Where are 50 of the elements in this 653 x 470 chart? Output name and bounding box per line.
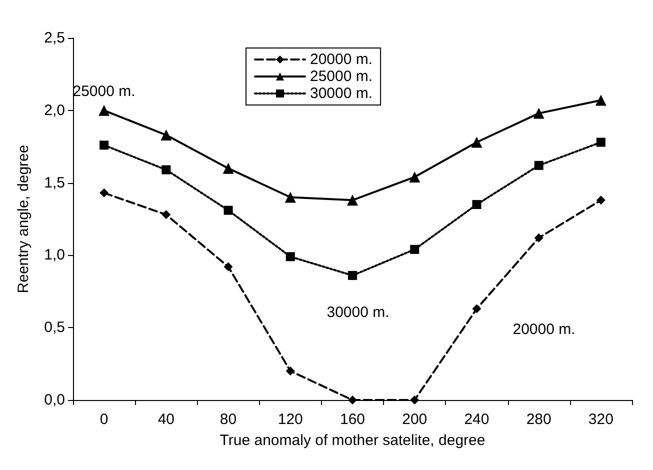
x-tick-label: 240: [464, 411, 490, 428]
legend-label: 20000 m.: [310, 51, 373, 68]
x-tick-label: 160: [340, 411, 366, 428]
point: [472, 304, 482, 314]
x-tick-label: 80: [220, 411, 237, 428]
point: [409, 172, 420, 183]
point: [224, 206, 233, 215]
y-tick-label: 2,0: [44, 102, 65, 119]
y-tick-label: 0,5: [44, 319, 65, 336]
point: [162, 210, 171, 220]
point: [471, 136, 482, 148]
annotation: 30000 m.: [326, 304, 390, 321]
y-axis-title: Reentry angle, degree: [15, 144, 32, 294]
point: [534, 160, 544, 170]
point: [348, 396, 357, 404]
point: [286, 252, 295, 262]
legend-label: 30000 m.: [310, 85, 373, 102]
x-tick-label: 320: [588, 411, 614, 428]
point: [100, 140, 109, 150]
x-tick-label: 40: [158, 411, 175, 428]
point: [98, 104, 110, 116]
point: [347, 194, 358, 206]
x-tick-label: 280: [526, 411, 552, 428]
annotation: 20000 m.: [512, 321, 576, 338]
y-tick-label: 1,5: [44, 174, 65, 192]
point: [224, 262, 233, 272]
legend-label: 25000 m.: [310, 68, 373, 85]
x-tick-label: 200: [402, 411, 428, 428]
y-tick-label: 0,0: [44, 392, 65, 408]
point: [410, 244, 420, 254]
point: [410, 396, 420, 404]
point: [160, 130, 172, 141]
point: [533, 108, 544, 119]
x-axis-title: True anomaly of mother satelite, degree: [220, 432, 486, 449]
point: [472, 200, 482, 210]
x-tick-label: 0: [100, 411, 108, 428]
x-tick-label: 120: [278, 411, 303, 428]
point: [222, 162, 234, 174]
point: [348, 270, 357, 280]
point: [162, 165, 171, 174]
point: [284, 192, 296, 203]
y-tick-label: 1,0: [44, 246, 65, 264]
y-tick-label: 2,5: [44, 30, 65, 46]
point: [534, 233, 544, 242]
point: [595, 94, 606, 106]
point: [100, 188, 109, 198]
annotation: 25000 m.: [72, 83, 136, 100]
point: [596, 138, 606, 147]
point: [286, 366, 295, 376]
point: [596, 196, 606, 205]
